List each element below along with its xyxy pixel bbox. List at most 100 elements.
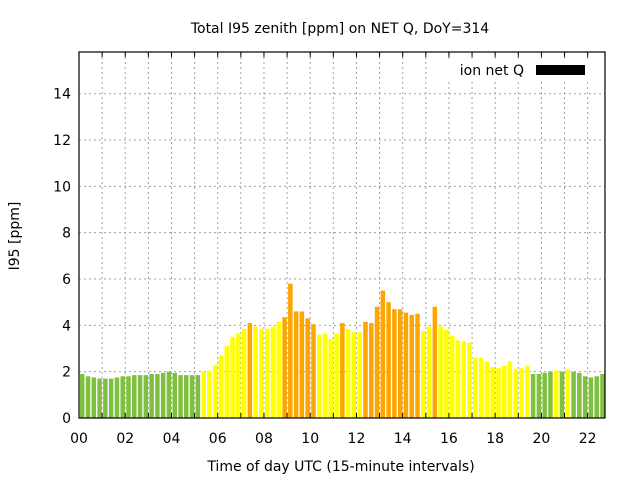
y-tick-label: 8 <box>62 226 71 242</box>
bar <box>582 376 588 418</box>
bar <box>455 340 461 418</box>
bar <box>409 314 414 418</box>
bar <box>530 373 536 418</box>
bar <box>253 326 258 418</box>
legend-label: ion net Q <box>460 63 524 79</box>
bar <box>103 378 108 418</box>
bar <box>143 375 149 418</box>
bar <box>490 367 495 418</box>
bar <box>97 378 102 418</box>
bar <box>137 375 143 418</box>
bar <box>548 371 553 418</box>
bar <box>467 342 472 418</box>
x-tick-label: 18 <box>486 431 504 447</box>
bar <box>282 317 287 418</box>
bar <box>501 365 507 418</box>
bar <box>513 369 519 418</box>
bar <box>403 312 409 418</box>
bar <box>577 372 582 418</box>
bar <box>166 371 172 418</box>
bar <box>461 341 467 418</box>
bar <box>340 323 345 418</box>
bar <box>108 378 114 418</box>
bar <box>160 372 166 418</box>
bar <box>218 355 224 418</box>
y-tick-label: 12 <box>53 133 71 149</box>
x-tick-label: 12 <box>348 431 366 447</box>
bar <box>542 372 547 418</box>
bar <box>328 339 334 418</box>
x-tick-label: 14 <box>394 431 412 447</box>
bar <box>334 333 339 418</box>
bar <box>507 361 513 418</box>
x-tick-label: 02 <box>116 431 134 447</box>
bar <box>484 361 490 418</box>
bar <box>536 373 542 418</box>
bar <box>380 290 386 418</box>
bar <box>415 313 420 418</box>
bar <box>421 331 426 418</box>
bar <box>571 371 576 418</box>
bar <box>149 373 154 418</box>
x-tick-label: 16 <box>440 431 458 447</box>
bar <box>374 306 380 418</box>
y-tick-label: 6 <box>62 272 71 288</box>
bar <box>473 357 478 418</box>
bar <box>594 376 599 418</box>
bar <box>184 375 189 418</box>
x-tick-label: 20 <box>533 431 551 447</box>
bar <box>316 334 322 418</box>
bar <box>449 335 455 418</box>
bar <box>132 375 137 418</box>
bar <box>114 377 120 418</box>
x-tick-label: 22 <box>579 431 597 447</box>
y-tick-label: 2 <box>62 365 71 381</box>
grid <box>79 52 605 418</box>
bar <box>126 376 131 418</box>
y-tick-label: 14 <box>53 87 71 103</box>
y-tick-label: 0 <box>62 411 71 427</box>
bar <box>305 318 310 418</box>
bar <box>212 364 218 418</box>
bar <box>322 333 328 418</box>
x-tick-label: 06 <box>209 431 227 447</box>
bar <box>525 365 530 418</box>
plot-frame <box>78 51 606 419</box>
bar <box>155 373 160 418</box>
bar <box>519 368 524 418</box>
bar <box>438 326 443 418</box>
x-tick-label: 04 <box>163 431 181 447</box>
bar <box>496 368 501 418</box>
legend: ion net Q <box>446 59 604 81</box>
y-tick-label: 4 <box>62 318 71 334</box>
bar <box>230 336 235 418</box>
bar <box>293 311 299 418</box>
bar <box>201 371 206 418</box>
bar <box>392 309 397 418</box>
bar <box>270 326 276 418</box>
bar <box>80 373 85 418</box>
bar <box>553 370 559 418</box>
bar <box>299 311 305 418</box>
chart-title: Total I95 zenith [ppm] on NET Q, DoY=314 <box>190 21 489 37</box>
bar <box>311 324 316 418</box>
bar <box>195 375 201 418</box>
bar <box>85 376 91 418</box>
bar <box>345 328 351 418</box>
x-axis: 00 02 04 06 08 10 12 14 16 18 20 22 <box>70 52 597 447</box>
legend-background <box>446 59 604 81</box>
bar <box>224 346 230 418</box>
legend-swatch <box>536 65 585 75</box>
bar <box>264 328 270 418</box>
bar <box>478 357 484 418</box>
bar <box>120 376 125 418</box>
bar <box>172 372 177 418</box>
y-tick-label: 10 <box>53 179 71 195</box>
bar <box>178 375 183 418</box>
bar <box>357 332 362 418</box>
x-axis-label: Time of day UTC (15-minute intervals) <box>206 459 474 475</box>
x-tick-label: 10 <box>301 431 319 447</box>
bar <box>241 328 247 418</box>
x-tick-label: 00 <box>70 431 88 447</box>
